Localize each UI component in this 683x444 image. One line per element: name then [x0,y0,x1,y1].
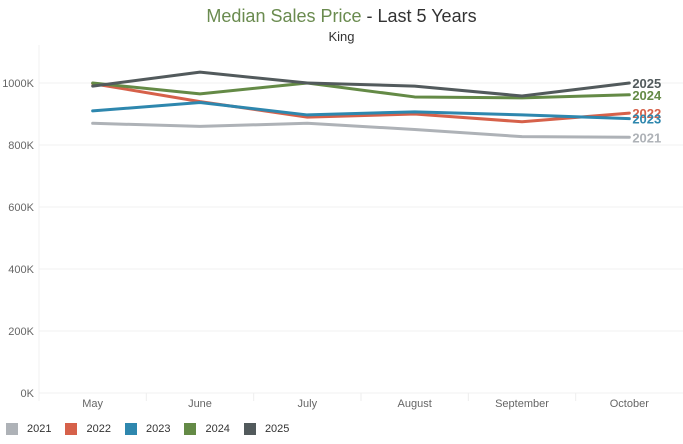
y-tick-label: 1000K [2,78,34,90]
x-tick-label: June [188,398,212,410]
legend: 2021 2022 2023 2024 2025 [6,423,303,435]
x-tick-label: October [610,398,649,410]
legend-label: 2025 [264,423,290,435]
legend-item-2022[interactable]: 2022 [65,423,111,435]
legend-item-2025[interactable]: 2025 [243,423,290,435]
series-line-2022 [91,82,631,124]
legend-swatch [65,423,78,435]
y-tick-label: 0K [21,388,35,400]
line-chart: 0K 200K 400K 600K 800K 1000K May June July August… [2,45,683,410]
legend-item-2021[interactable]: 2021 [6,423,51,435]
end-label-2024: 2024 [632,88,662,103]
chart-subtitle: King [328,29,355,44]
end-label-2025: 2025 [632,76,661,91]
y-tick-label: 400K [8,264,34,276]
series-line-2023 [91,101,631,121]
chart-title-rest: - Last 5 Years [361,6,477,26]
end-label-2023: 2023 [632,112,661,127]
chart-title-highlight: Median Sales Price [206,6,362,26]
legend-label: 2023 [145,423,171,435]
legend-label: 2021 [27,423,52,435]
legend-swatch [243,423,256,435]
end-label-2021: 2021 [632,130,661,145]
x-tick-label: September [495,398,549,410]
legend-swatch [6,423,18,435]
x-tick-label: July [298,398,318,410]
legend-swatch [184,423,197,435]
legend-label: 2022 [86,423,111,435]
series-line-2024 [91,81,631,100]
end-label-2022: 2022 [632,106,661,121]
x-tick-label: August [398,398,432,410]
y-tick-label: 200K [8,326,34,338]
series-line-2021 [91,121,631,139]
y-tick-label: 600K [8,202,34,214]
chart-title: Median Sales Price - Last 5 Years [0,6,683,27]
legend-item-2023[interactable]: 2023 [124,423,171,435]
legend-label: 2024 [205,423,230,435]
legend-swatch [124,423,137,435]
y-tick-label: 800K [8,140,34,152]
series-line-2025 [91,70,631,98]
x-tick-label: May [82,398,103,410]
legend-item-2024[interactable]: 2024 [184,423,230,435]
